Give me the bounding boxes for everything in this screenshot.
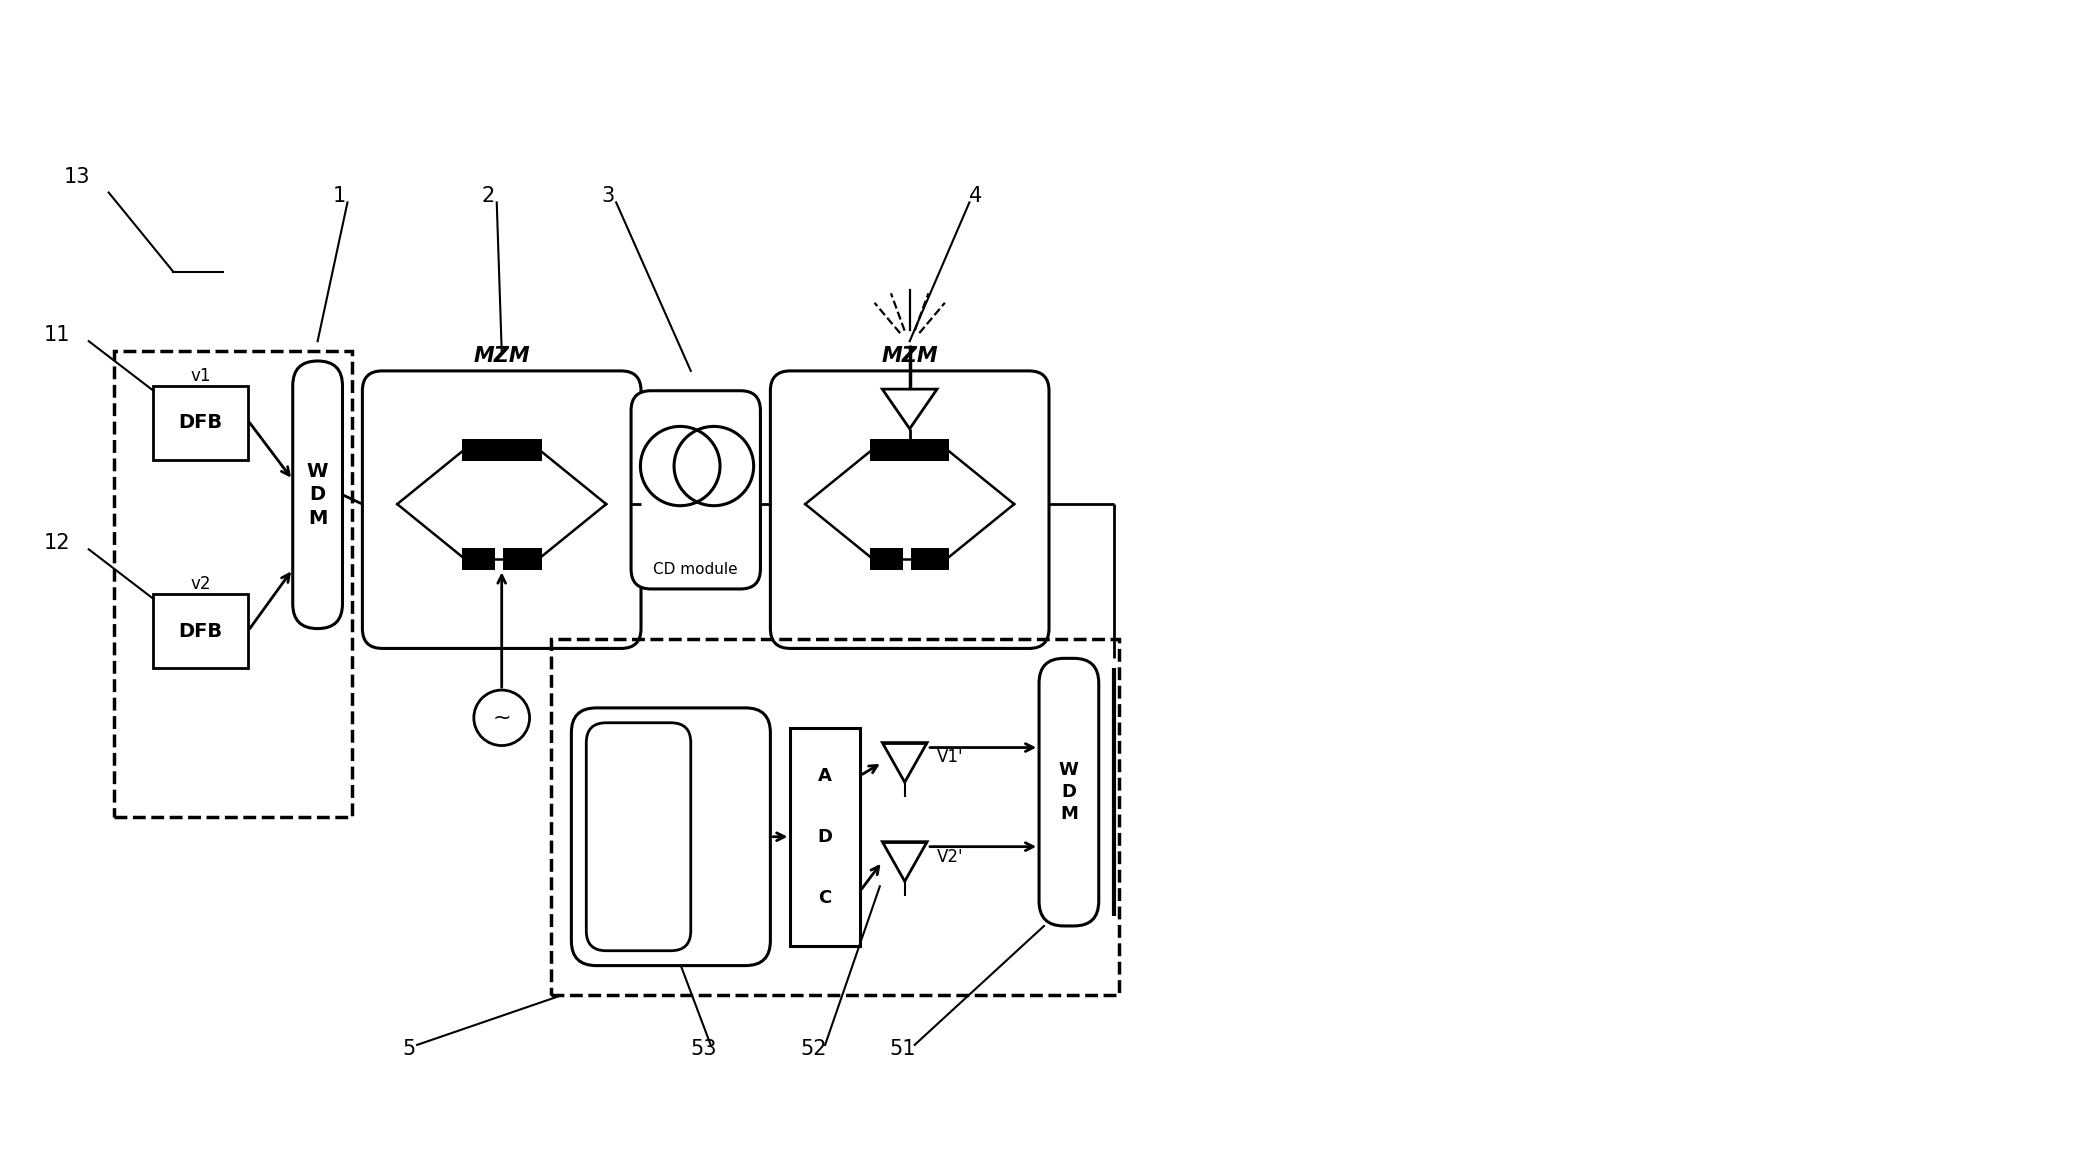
Bar bbox=[153, 385, 248, 460]
Bar bbox=[462, 548, 495, 570]
FancyBboxPatch shape bbox=[631, 391, 759, 589]
Text: 3: 3 bbox=[602, 187, 615, 207]
Text: W
D
M: W D M bbox=[1059, 760, 1078, 823]
Text: MZM: MZM bbox=[474, 346, 531, 366]
FancyBboxPatch shape bbox=[585, 723, 690, 951]
Text: V2': V2' bbox=[938, 848, 963, 865]
Bar bbox=[113, 352, 352, 816]
Bar bbox=[153, 593, 248, 668]
Text: V1': V1' bbox=[938, 749, 963, 766]
Bar bbox=[462, 439, 541, 460]
Text: MZM: MZM bbox=[881, 346, 938, 366]
Text: ~: ~ bbox=[493, 708, 512, 728]
Text: D: D bbox=[818, 828, 833, 846]
Text: 12: 12 bbox=[44, 534, 71, 554]
FancyBboxPatch shape bbox=[1039, 659, 1099, 926]
Bar bbox=[552, 639, 1118, 995]
Bar bbox=[871, 439, 950, 460]
Text: 1: 1 bbox=[334, 187, 346, 207]
Text: 52: 52 bbox=[799, 1038, 827, 1059]
Text: DFB: DFB bbox=[178, 621, 222, 640]
FancyBboxPatch shape bbox=[571, 708, 770, 966]
Text: C: C bbox=[818, 889, 831, 906]
Bar bbox=[791, 728, 860, 946]
Bar bbox=[871, 548, 904, 570]
Bar bbox=[504, 548, 541, 570]
Text: DFB: DFB bbox=[178, 413, 222, 432]
Text: 13: 13 bbox=[63, 167, 90, 187]
Text: 2: 2 bbox=[483, 187, 495, 207]
FancyBboxPatch shape bbox=[294, 361, 342, 628]
Text: v1: v1 bbox=[191, 367, 212, 384]
Bar bbox=[911, 548, 950, 570]
FancyBboxPatch shape bbox=[770, 371, 1049, 648]
Text: W
D
M: W D M bbox=[306, 461, 329, 528]
Text: CD module: CD module bbox=[652, 562, 738, 577]
Text: 53: 53 bbox=[690, 1038, 718, 1059]
Text: A: A bbox=[818, 766, 833, 785]
Text: 11: 11 bbox=[44, 325, 71, 346]
Text: 5: 5 bbox=[403, 1038, 415, 1059]
FancyBboxPatch shape bbox=[363, 371, 642, 648]
Text: 4: 4 bbox=[969, 187, 982, 207]
Text: 51: 51 bbox=[890, 1038, 917, 1059]
Text: v2: v2 bbox=[191, 575, 212, 593]
